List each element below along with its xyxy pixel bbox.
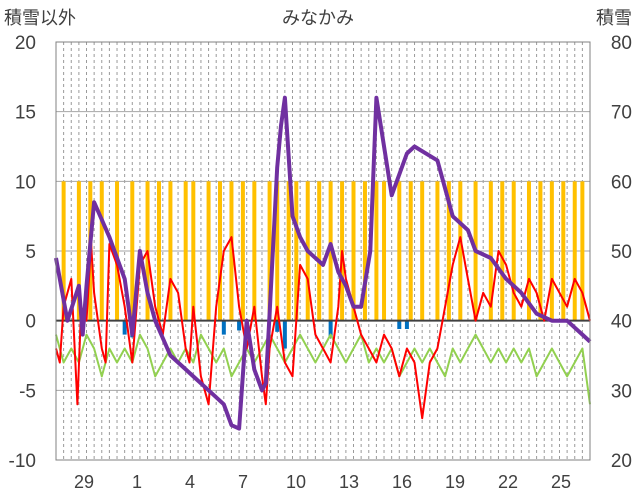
x-tick-label: 29 — [74, 472, 94, 492]
x-tick-label: 19 — [445, 472, 465, 492]
left-tick-label: -5 — [19, 381, 36, 402]
right-axis-label: 積雪 — [596, 8, 632, 28]
x-tick-label: 13 — [339, 472, 359, 492]
chart-title: みなかみ — [282, 8, 354, 28]
precip-bar-5 — [130, 181, 135, 321]
x-tick-label: 22 — [498, 472, 518, 492]
snow-bar-6 — [328, 320, 333, 338]
precip-bar-35 — [488, 181, 493, 321]
precip-bar-12 — [218, 181, 223, 321]
precip-bar-37 — [511, 181, 516, 321]
left-tick-label: 20 — [15, 33, 36, 54]
plot-frame — [55, 41, 591, 461]
snow-bar-4 — [275, 320, 280, 332]
precip-bar-36 — [500, 181, 505, 321]
precip-bar-18 — [286, 181, 291, 321]
precip-bar-8 — [168, 181, 173, 321]
x-tick-label: 10 — [286, 472, 306, 492]
snow-bar-2 — [221, 320, 226, 335]
precip-bar-3 — [99, 181, 104, 321]
right-tick-label: 80 — [611, 33, 632, 54]
snow-bar-7 — [397, 320, 402, 330]
precip-bar-39 — [538, 181, 543, 321]
precip-bar-38 — [526, 181, 531, 321]
precip-bar-29 — [408, 181, 413, 321]
precip-bar-41 — [561, 181, 566, 321]
snow-bar-5 — [282, 320, 287, 349]
right-tick-label: 70 — [611, 103, 632, 124]
x-tick-label: 7 — [238, 472, 248, 492]
x-tick-label: 25 — [551, 472, 571, 492]
right-tick-label: 50 — [611, 242, 632, 263]
precip-bar-33 — [458, 181, 463, 321]
left-tick-label: 5 — [25, 242, 36, 263]
series-snow_depth — [54, 95, 592, 431]
x-tick-labels: 29 1 4 7 10 13 16 19 22 25 — [74, 472, 571, 492]
precip-bar-31 — [435, 181, 440, 321]
precip-bar-15 — [252, 181, 257, 321]
precip-bar-30 — [420, 181, 425, 321]
right-tick-label: 20 — [611, 451, 632, 472]
right-tick-labels: 80 70 60 50 40 30 20 — [611, 33, 632, 472]
precip-bar-1 — [76, 181, 81, 321]
precip-bar-28 — [397, 181, 402, 321]
precip-bar-11 — [206, 181, 211, 321]
x-tick-label: 4 — [185, 472, 195, 492]
series-lines — [54, 95, 592, 431]
precip-bar-16 — [267, 181, 272, 321]
series-temp_max — [55, 236, 591, 420]
left-tick-label: 10 — [15, 172, 36, 193]
left-tick-label: -10 — [9, 451, 36, 472]
precip-bar-10 — [191, 181, 196, 321]
right-tick-label: 60 — [611, 172, 632, 193]
x-tick-label: 16 — [392, 472, 412, 492]
left-tick-label: 0 — [25, 312, 36, 333]
precip-bar-14 — [240, 181, 245, 321]
precip-bar-32 — [446, 181, 451, 321]
precip-bar-4 — [115, 181, 120, 321]
precip-bar-0 — [61, 181, 66, 321]
right-tick-label: 40 — [611, 312, 632, 333]
precip-bar-9 — [183, 181, 188, 321]
precip-bar-43 — [580, 181, 585, 321]
precip-bar-19 — [294, 181, 299, 321]
left-tick-labels: 20 15 10 5 0 -5 -10 — [9, 33, 36, 472]
precip-bar-7 — [156, 181, 161, 321]
precip-bar-27 — [382, 181, 387, 321]
left-axis-label: 積雪以外 — [4, 8, 76, 28]
precip-bar-25 — [362, 181, 367, 321]
precip-bar-13 — [229, 181, 234, 321]
precip-bar-24 — [351, 181, 356, 321]
left-tick-label: 15 — [15, 103, 36, 124]
precip-bar-42 — [572, 181, 577, 321]
precip-bar-40 — [549, 181, 554, 321]
snow-bar-0 — [122, 320, 127, 335]
right-tick-label: 30 — [611, 381, 632, 402]
precip-bar-26 — [374, 181, 379, 321]
snow-bar-3 — [237, 320, 242, 331]
precip-bar-17 — [275, 181, 280, 321]
snow-bar-8 — [404, 320, 409, 330]
precip-bar-21 — [317, 181, 322, 321]
x-tick-label: 1 — [132, 472, 142, 492]
